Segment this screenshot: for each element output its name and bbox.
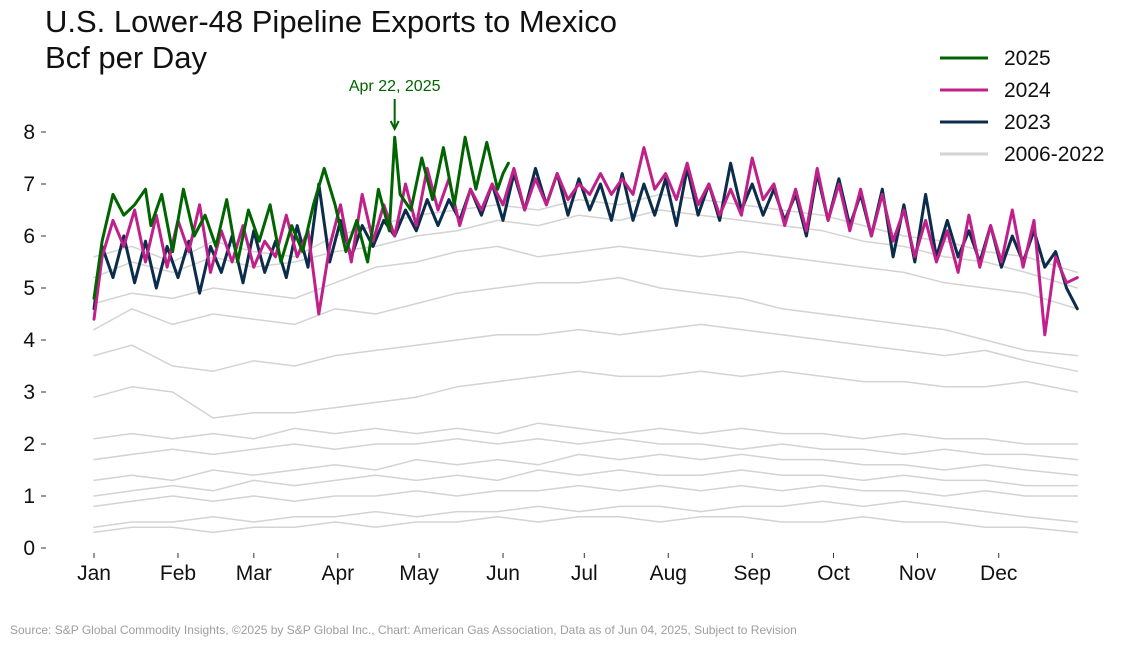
highlighted-series-group	[92, 135, 1079, 337]
series-line-2006-2022-5	[93, 438, 1079, 461]
x-tick-label-Oct: Oct	[817, 562, 850, 585]
chart-subtitle: Bcf per Day	[45, 40, 207, 75]
legend: 2025 2024 2023 2006-2022	[940, 47, 1104, 166]
legend-label-2023: 2023	[1004, 111, 1051, 134]
x-tick-label-Jun: Jun	[486, 562, 520, 585]
series-line-2006-2022-10	[93, 276, 1079, 357]
y-tick-label-0: 0	[23, 537, 35, 560]
x-tick-label-Jul: Jul	[571, 562, 598, 585]
series-line-2006-2022-9	[93, 323, 1079, 372]
legend-label-2006-2022: 2006-2022	[1004, 143, 1104, 166]
y-tick-label-2: 2	[23, 433, 35, 456]
series-line-2006-2022-8	[93, 370, 1079, 419]
series-line-2006-2022-4	[93, 453, 1079, 482]
series-line-2006-2022-3	[93, 484, 1079, 508]
y-tick-label-4: 4	[23, 329, 35, 352]
x-tick-label-Apr: Apr	[321, 562, 354, 585]
y-tick-label-8: 8	[23, 121, 35, 144]
annotation-arrow-head	[389, 120, 400, 132]
y-tick-label-7: 7	[23, 173, 35, 196]
series-line-2006-2022-11	[93, 245, 1079, 310]
y-tick-label-1: 1	[23, 485, 35, 508]
y-tick-label-6: 6	[23, 225, 35, 248]
x-tick-label-Sep: Sep	[734, 562, 771, 585]
x-axis: Jan Feb Mar Apr May Jun Jul Aug Sep Oct Nov Dec	[77, 553, 1017, 585]
y-tick-label-3: 3	[23, 381, 35, 404]
source-note: Source: S&P Global Commodity Insights, ©…	[10, 623, 797, 637]
x-tick-label-Feb: Feb	[160, 562, 196, 585]
x-tick-label-Mar: Mar	[236, 562, 272, 585]
x-tick-label-Jan: Jan	[77, 562, 111, 585]
x-tick-label-Dec: Dec	[980, 562, 1017, 585]
series-line-2025-0	[92, 135, 510, 300]
x-tick-label-Aug: Aug	[650, 562, 687, 585]
legend-label-2025: 2025	[1004, 47, 1051, 70]
x-tick-label-May: May	[399, 562, 439, 585]
x-tick-label-Nov: Nov	[899, 562, 937, 585]
y-tick-label-5: 5	[23, 277, 35, 300]
series-line-2006-2022-7	[93, 500, 1079, 528]
title-block: U.S. Lower-48 Pipeline Exports to Mexico…	[45, 4, 617, 76]
series-line-2024-1	[92, 146, 1079, 337]
series-line-2006-2022-6	[93, 422, 1079, 445]
series-line-2006-2022-13	[93, 193, 1079, 274]
annotation-label: Apr 22, 2025	[349, 78, 441, 95]
historic-series-group	[93, 193, 1079, 534]
annotation: Apr 22, 2025	[349, 78, 441, 132]
chart-title: U.S. Lower-48 Pipeline Exports to Mexico	[45, 4, 618, 39]
series-line-2006-2022-15	[93, 516, 1079, 534]
y-axis: 0 1 2 3 4 5 6 7 8	[23, 121, 46, 560]
series-line-2006-2022-14	[93, 469, 1079, 497]
legend-label-2024: 2024	[1004, 79, 1051, 102]
